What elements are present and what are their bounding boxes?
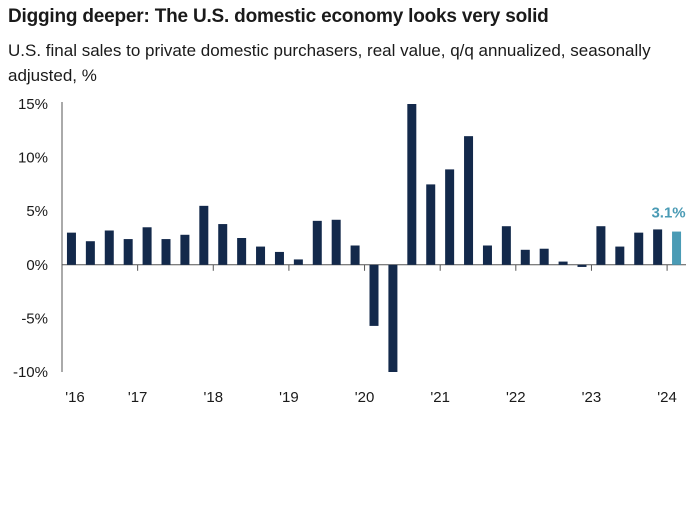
bar [199,205,209,265]
y-tick-label: 0% [26,257,48,274]
bar [369,264,379,326]
bar [634,232,644,265]
bar [539,248,549,265]
x-tick-label: '19 [279,389,299,406]
bar [482,245,492,265]
bar [104,230,114,265]
bar [520,249,530,265]
y-tick-label: 5% [26,203,48,220]
bar [256,246,266,265]
bar [237,238,247,265]
x-tick-label: '23 [582,389,602,406]
y-tick-label: 10% [18,150,48,167]
bar [558,261,568,265]
x-tick-label: '22 [506,389,526,406]
bar [596,226,606,265]
bar [293,259,303,265]
bar [501,226,511,265]
bar [426,184,436,265]
bar [123,239,133,265]
bar [464,136,474,265]
y-tick-label: 15% [18,96,48,113]
x-tick-label: '21 [430,389,450,406]
bar [161,239,171,265]
bar [142,227,152,265]
bar [66,232,76,265]
chart-title: Digging deeper: The U.S. domestic econom… [8,6,549,27]
bar [350,245,360,265]
bar [445,169,455,265]
bar [615,246,625,265]
bar [312,220,322,265]
bar [331,219,341,265]
x-tick-label: '18 [203,389,223,406]
bar [85,241,95,265]
x-tick-label: '24 [657,389,677,406]
y-tick-label: -10% [13,364,48,381]
bar [653,229,663,265]
highlight-bar [672,231,682,265]
x-tick-label: '16 [65,389,85,406]
bar [577,264,587,267]
chart-subtitle: U.S. final sales to private domestic pur… [8,41,651,85]
highlight-data-label: 3.1% [651,205,685,222]
y-tick-label: -5% [21,310,48,327]
x-tick-label: '17 [128,389,148,406]
bar [180,234,190,265]
bar [407,104,417,265]
x-tick-label: '20 [355,389,375,406]
bar [274,251,284,265]
bar [388,264,398,372]
bar [218,224,228,265]
